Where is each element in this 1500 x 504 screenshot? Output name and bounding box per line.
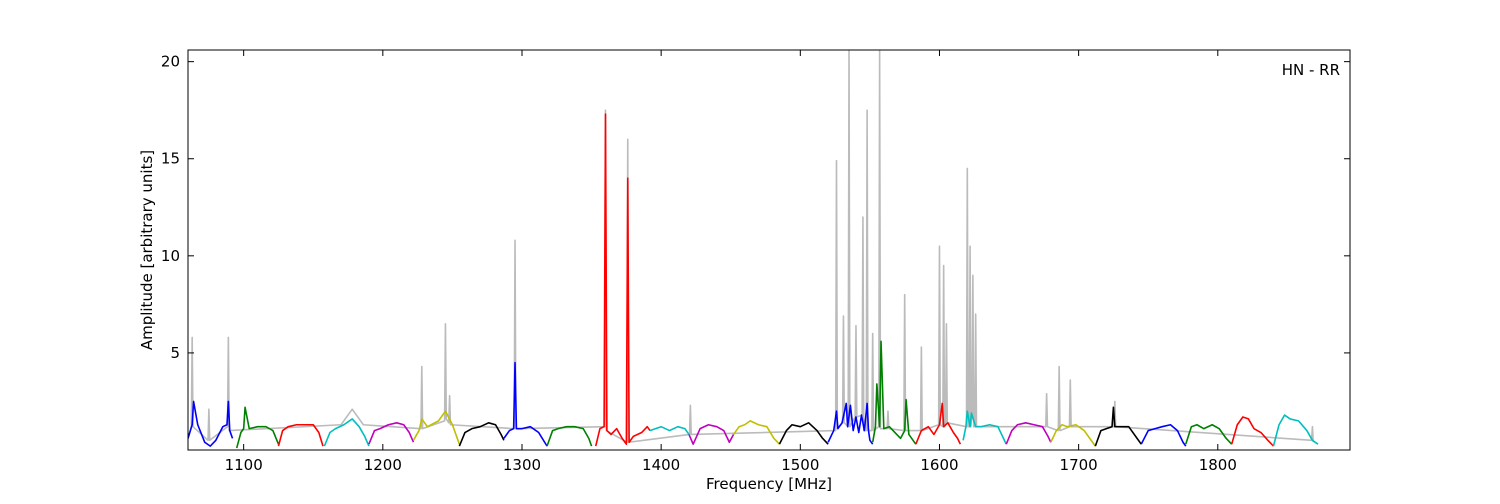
annotation: HN - RR	[1282, 61, 1340, 79]
spectrum-line	[1230, 416, 1275, 447]
spectrum-line	[649, 425, 690, 435]
spectrum-line	[1140, 423, 1187, 447]
spectrum-line	[915, 402, 962, 445]
spectrum-line	[594, 113, 651, 447]
y-axis-label: Amplitude [arbitrary units]	[138, 150, 156, 350]
y-tick-label: 10	[161, 247, 180, 265]
x-tick-label: 1800	[1199, 456, 1237, 474]
spectrum-line	[503, 361, 548, 447]
x-tick-label: 1600	[920, 456, 958, 474]
x-tick-label: 1500	[781, 456, 819, 474]
spectrum-line	[732, 420, 781, 445]
spectrum-line	[1050, 423, 1096, 447]
spectrum-line	[871, 340, 917, 445]
spectrum-line	[1272, 414, 1319, 447]
spectrum-line	[1185, 423, 1233, 445]
spectrum-line	[235, 406, 280, 449]
y-tick-label: 15	[161, 150, 180, 168]
y-tick-label: 20	[161, 53, 180, 71]
plot-frame	[187, 49, 1351, 451]
x-tick-label: 1200	[364, 456, 402, 474]
spectrum-line	[277, 423, 324, 447]
spectrum-line	[1094, 406, 1142, 447]
y-tick-label: 5	[170, 344, 180, 362]
plot-lines	[188, 50, 1319, 449]
x-tick-label: 1400	[642, 456, 680, 474]
spectrum-line	[368, 422, 415, 445]
spectrum-line	[827, 402, 874, 445]
x-tick-label: 1300	[503, 456, 541, 474]
spectrum-line	[688, 423, 735, 445]
spectrum-line	[458, 422, 505, 447]
spectrum-line	[1005, 422, 1052, 445]
spectrum-line	[323, 418, 370, 447]
x-axis-label: Frequency [MHz]	[706, 475, 832, 493]
spectrum-line	[962, 410, 1007, 445]
spectrum-line	[778, 422, 829, 445]
x-tick-label: 1100	[225, 456, 263, 474]
spectrum-line	[546, 425, 593, 447]
spectrum-line	[188, 50, 1315, 444]
spectrum-line	[188, 400, 234, 447]
x-tick-label: 1700	[1060, 456, 1098, 474]
spectrum-line	[412, 410, 461, 445]
